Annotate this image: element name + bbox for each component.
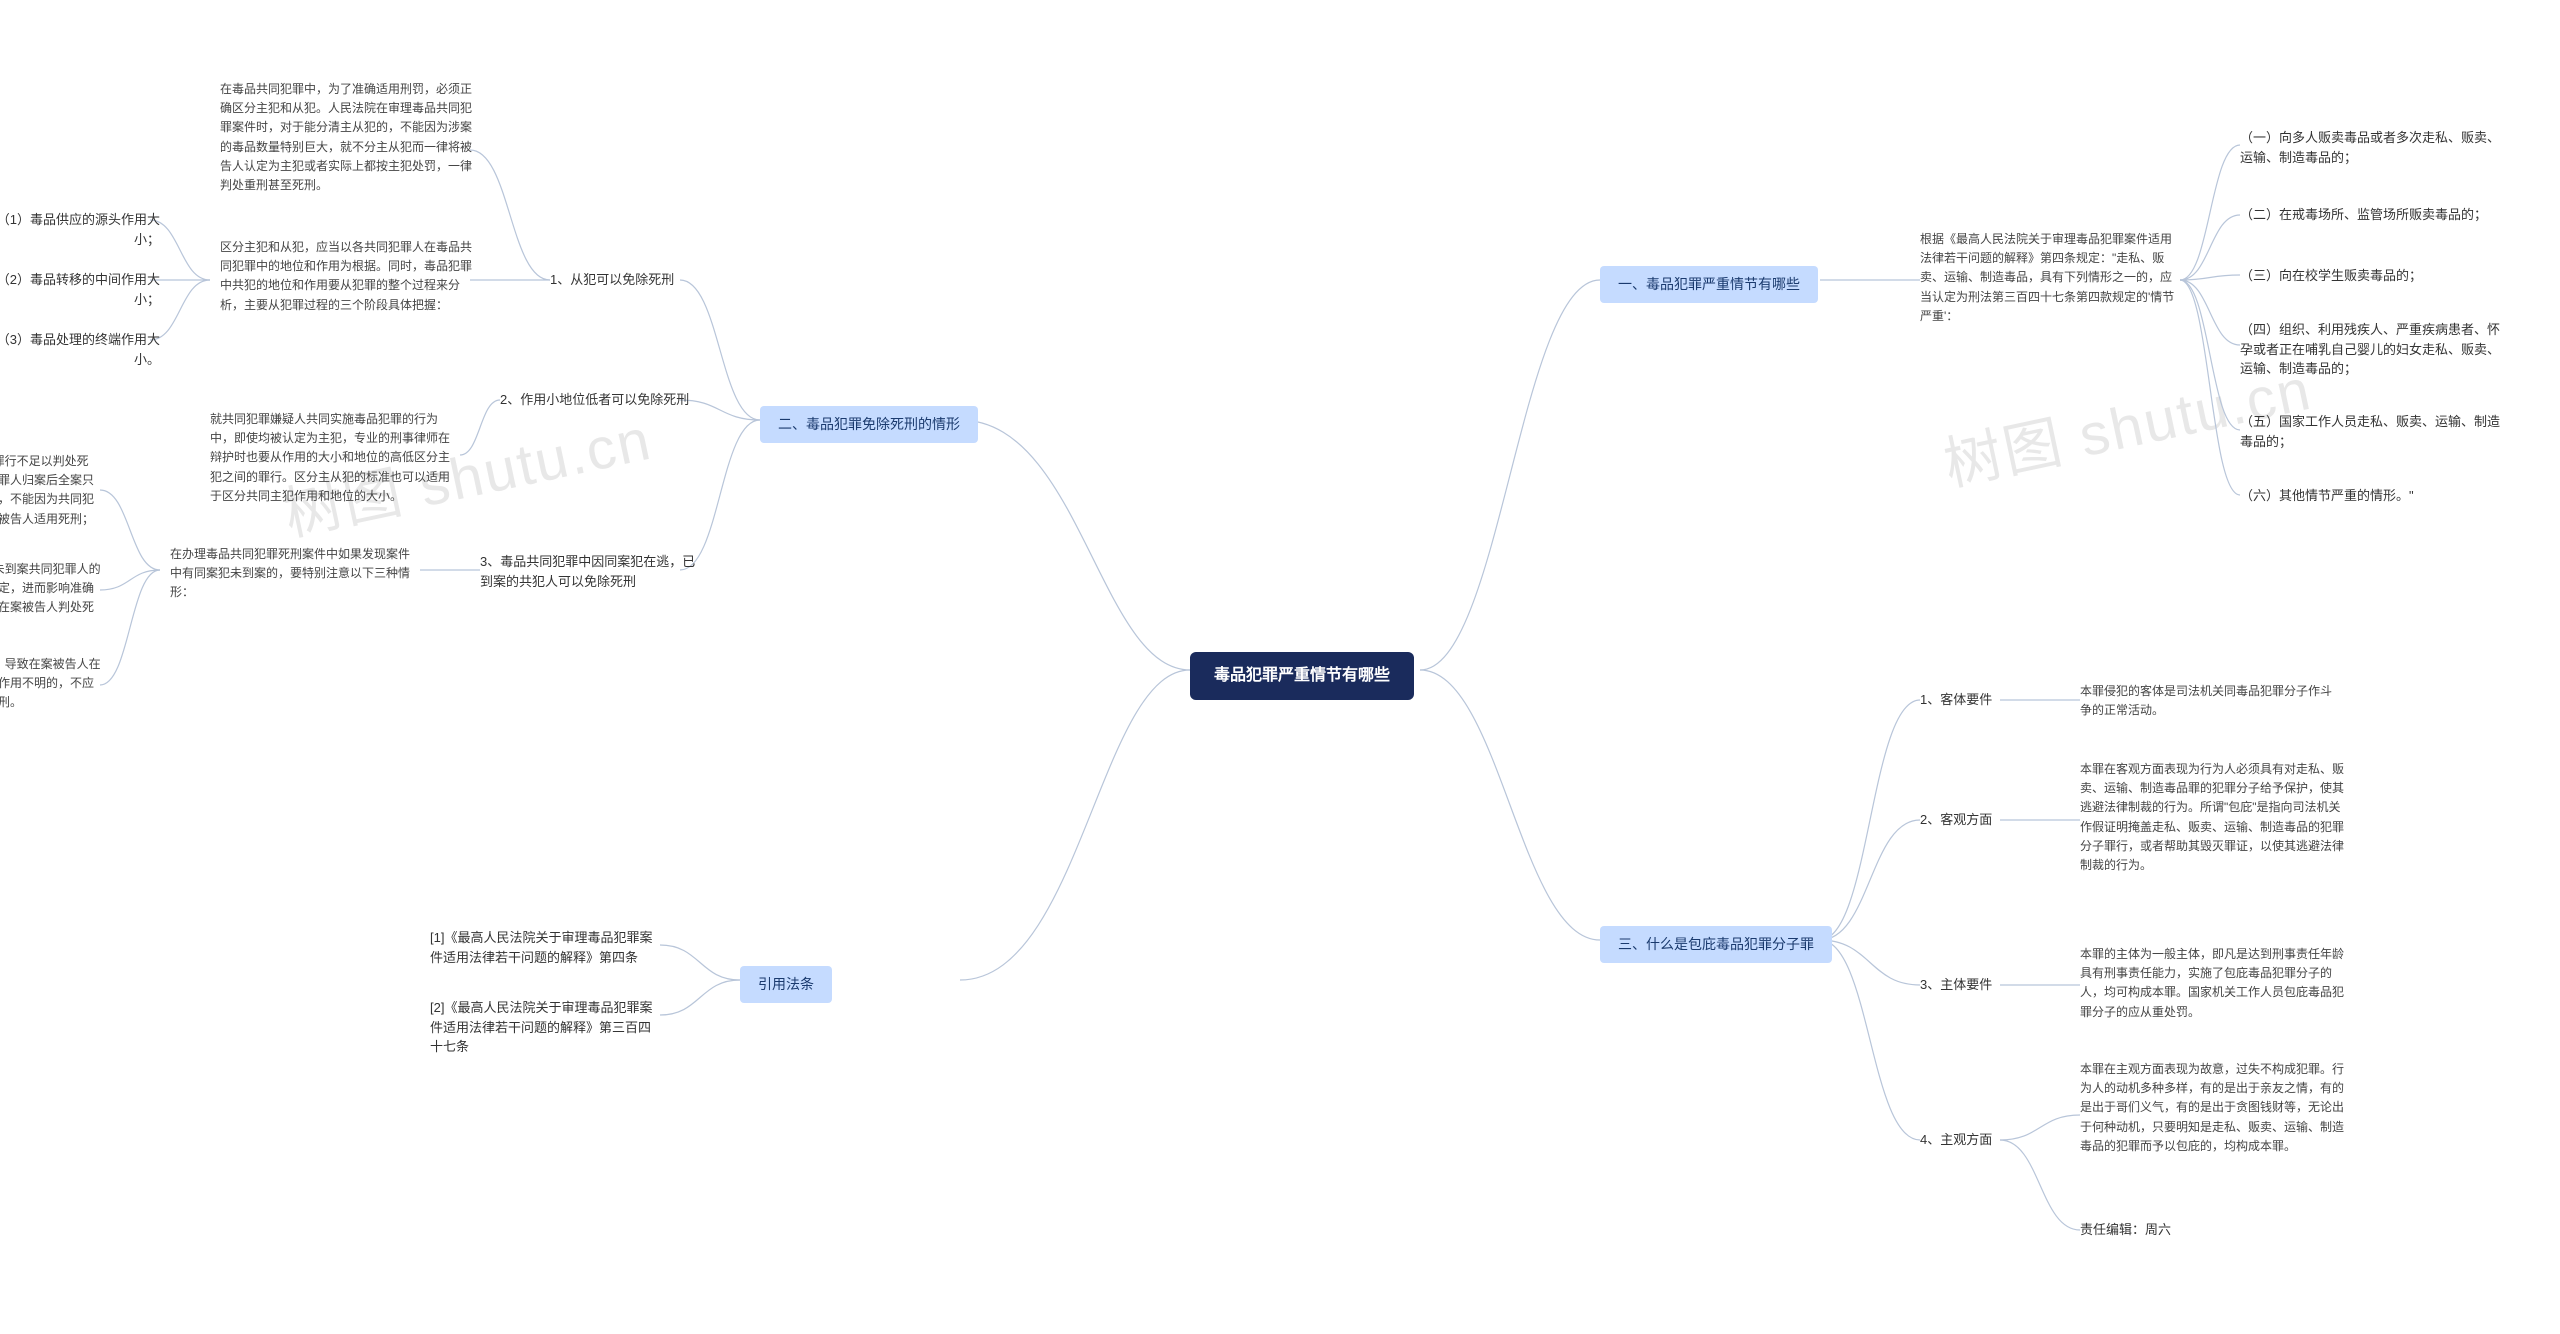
b3-e4-editor: 责任编辑：周六 <box>2080 1220 2171 1240</box>
branch-2: 二、毒品犯罪免除死刑的情形 <box>760 406 978 443</box>
b2-s2-p: 就共同犯罪嫌疑人共同实施毒品犯罪的行为中，即使均被认定为主犯，专业的刑事律师在辩… <box>210 410 460 506</box>
ref-1: [1]《最高人民法院关于审理毒品犯罪案件适用法律若干问题的解释》第四条 <box>430 928 660 967</box>
branch-1-title: 一、毒品犯罪严重情节有哪些 <box>1618 276 1800 292</box>
b2-s3-p: 在办理毒品共同犯罪死刑案件中如果发现案件中有同案犯未到案的，要特别注意以下三种情… <box>170 545 420 603</box>
b3-e3-desc: 本罪的主体为一般主体，即凡是达到刑事责任年龄具有刑事责任能力，实施了包庇毒品犯罪… <box>2080 945 2350 1022</box>
b1-item-2: （二）在戒毒场所、监管场所贩卖毒品的； <box>2240 205 2487 225</box>
b2-s3-title: 3、毒品共同犯罪中因同案犯在逃，已到案的共犯人可以免除死刑 <box>480 552 700 591</box>
b2-s3-c3: （3）因同案犯在逃，导致在案被告人在共同犯罪中的地位、作用不明的，不应对在案被告… <box>0 655 105 713</box>
b2-s1-title: 1、从犯可以免除死刑 <box>550 270 674 290</box>
b2-s1-a2: （2）毒品转移的中间作用大小； <box>0 270 160 309</box>
ref-branch: 引用法条 <box>740 966 832 1003</box>
branch-2-title: 二、毒品犯罪免除死刑的情形 <box>778 416 960 432</box>
b1-item-1: （一）向多人贩卖毒品或者多次走私、贩卖、运输、制造毒品的； <box>2240 128 2500 167</box>
b1-item-6: （六）其他情节严重的情形。" <box>2240 486 2414 506</box>
b3-e1-desc: 本罪侵犯的客体是司法机关同毒品犯罪分子作斗争的正常活动。 <box>2080 682 2340 720</box>
b1-intro: 根据《最高人民法院关于审理毒品犯罪案件适用法律若干问题的解释》第四条规定："走私… <box>1920 230 2180 326</box>
branch-3-title: 三、什么是包庇毒品犯罪分子罪 <box>1618 936 1814 952</box>
b3-e1-title: 1、客体要件 <box>1920 690 1992 710</box>
branch-1: 一、毒品犯罪严重情节有哪些 <box>1600 266 1818 303</box>
b2-s1-p2: 区分主犯和从犯，应当以各共同犯罪人在毒品共同犯罪中的地位和作用为根据。同时，毒品… <box>220 238 475 315</box>
b2-s1-p1: 在毒品共同犯罪中，为了准确适用刑罚，必须正确区分主犯和从犯。人民法院在审理毒品共… <box>220 80 475 195</box>
b1-item-4: （四）组织、利用残疾人、严重疾病患者、怀孕或者正在哺乳自己婴儿的妇女走私、贩卖、… <box>2240 320 2510 379</box>
b1-item-3: （三）向在校学生贩卖毒品的； <box>2240 266 2422 286</box>
b2-s3-c2: （2）在案被告人与未到案共同犯罪人的罪责大小难以准确认定，进而影响准确适用死刑的… <box>0 560 105 637</box>
b3-e3-title: 3、主体要件 <box>1920 975 1992 995</box>
b3-e2-title: 2、客观方面 <box>1920 810 1992 830</box>
b3-e2-desc: 本罪在客观方面表现为行为人必须具有对走私、贩卖、运输、制造毒品罪的犯罪分子给予保… <box>2080 760 2350 875</box>
branch-3: 三、什么是包庇毒品犯罪分子罪 <box>1600 926 1832 963</box>
ref-2: [2]《最高人民法院关于审理毒品犯罪案件适用法律若干问题的解释》第三百四十七条 <box>430 998 660 1057</box>
b3-e4-title: 4、主观方面 <box>1920 1130 1992 1150</box>
b2-s3-c1: （1）在案被告人的罪行不足以判处死刑，或者在逃共同犯罪人归案后全案只宜判处其一人… <box>0 452 105 529</box>
b2-s1-a1: （1）毒品供应的源头作用大小； <box>0 210 160 249</box>
b1-item-5: （五）国家工作人员走私、贩卖、运输、制造毒品的； <box>2240 412 2500 451</box>
b3-e4-desc: 本罪在主观方面表现为故意，过失不构成犯罪。行为人的动机多种多样，有的是出于亲友之… <box>2080 1060 2350 1156</box>
ref-title: 引用法条 <box>758 976 814 992</box>
root-text: 毒品犯罪严重情节有哪些 <box>1214 667 1390 684</box>
root-node: 毒品犯罪严重情节有哪些 <box>1190 652 1414 700</box>
b2-s1-a3: （3）毒品处理的终端作用大小。 <box>0 330 160 369</box>
b2-s2-title: 2、作用小地位低者可以免除死刑 <box>500 390 689 410</box>
